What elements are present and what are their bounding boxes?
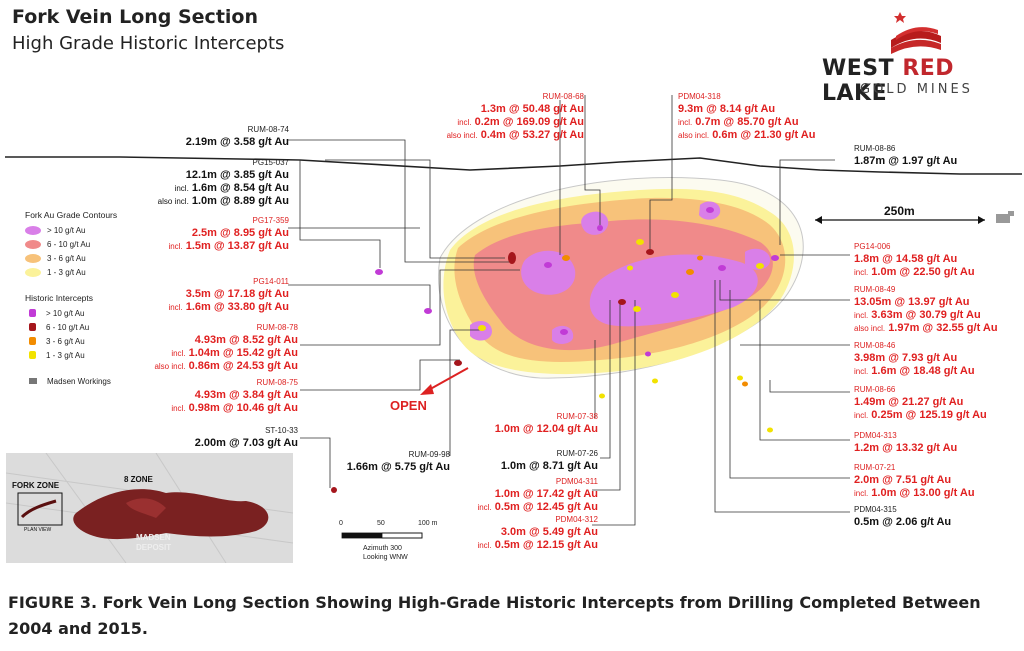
label-rum-08-75: RUM-08-75 4.93m @ 3.84 g/t Au incl. 0.98… <box>171 378 298 414</box>
inset-map-graphic <box>6 453 293 563</box>
inset-8-zone-label: 8 ZONE <box>124 475 153 484</box>
label-pdm04-318: PDM04-318 9.3m @ 8.14 g/t Au incl. 0.7m … <box>678 92 816 141</box>
intercept-label: > 10 g/t Au <box>46 308 85 318</box>
legend-intercept-row: 6 - 10 g/t Au <box>25 320 117 334</box>
inset-plan-view-label: PLAN VIEW <box>24 527 52 533</box>
inset-deposit-label: DEPOSIT <box>136 543 172 552</box>
scale-tick-50: 50 <box>377 520 385 527</box>
contour-label: 1 - 3 g/t Au <box>47 267 86 277</box>
madsen-workings-symbol <box>996 214 1010 223</box>
legend-contour-row: 3 - 6 g/t Au <box>25 251 117 265</box>
contour-gt10-f <box>552 325 574 344</box>
west-red-lake-logo-mark <box>891 12 941 54</box>
contour-label: 6 - 10 g/t Au <box>47 239 91 249</box>
label-pdm04-315: PDM04-315 0.5m @ 2.06 g/t Au <box>854 505 952 528</box>
label-rum-07-26: RUM-07-26 1.0m @ 8.71 g/t Au <box>500 449 598 472</box>
scale-bar <box>341 532 423 539</box>
legend: Fork Au Grade Contours > 10 g/t Au 6 - 10… <box>25 210 117 388</box>
legend-workings-label: Madsen Workings <box>47 376 111 386</box>
scale-tick-100: 100 m <box>418 520 438 527</box>
legend-intercept-row: > 10 g/t Au <box>25 306 117 320</box>
intercept-label: 1 - 3 g/t Au <box>46 350 85 360</box>
logo-tagline: GOLD MINES <box>860 82 973 97</box>
label-rum-08-46: RUM-08-46 3.98m @ 7.93 g/t Au incl. 1.6m… <box>854 341 975 377</box>
logo-wordmark: WEST RED LAKE <box>822 56 1024 106</box>
logo-word-west: WEST <box>822 56 895 81</box>
contour-swatch <box>25 267 41 277</box>
legend-intercepts-title: Historic Intercepts <box>25 293 94 303</box>
legend-workings: Madsen Workings <box>25 374 117 388</box>
workings-swatch <box>29 378 37 384</box>
label-rum-07-38: RUM-07-38 1.0m @ 12.04 g/t Au <box>494 412 598 435</box>
label-pdm04-312: PDM04-312 3.0m @ 5.49 g/t Au incl. 0.5m … <box>477 515 598 551</box>
logo-word-lake: LAKE <box>822 81 888 106</box>
intercept-pin-icon <box>29 351 36 359</box>
leader-lines <box>288 95 850 526</box>
inset-plan-view: FORK ZONE 8 ZONE MADSEN DEPOSIT PLAN VIE… <box>6 453 293 563</box>
inset-fork-zone-label: FORK ZONE <box>12 481 60 490</box>
contour-swatch <box>25 239 41 249</box>
legend-contour-row: > 10 g/t Au <box>25 223 117 237</box>
open-label: OPEN <box>390 398 427 413</box>
label-st-10-33: ST-10-33 2.00m @ 7.03 g/t Au <box>194 426 298 449</box>
contour-label: 3 - 6 g/t Au <box>47 253 86 263</box>
intercept-label: 6 - 10 g/t Au <box>46 322 90 332</box>
intercept-pin-icon <box>29 323 36 331</box>
surface-topography-line <box>5 156 1022 175</box>
intercept-pins <box>331 207 779 493</box>
label-pg17-359: PG17-359 2.5m @ 8.95 g/t Au incl. 1.5m @… <box>168 216 289 252</box>
legend-intercept-row: 1 - 3 g/t Au <box>25 348 117 362</box>
scale-250-label: 250m <box>884 204 915 218</box>
figure-title: Fork Vein Long Section <box>12 6 258 28</box>
logo-word-red: RED <box>902 56 955 81</box>
contour-swatch <box>25 225 41 235</box>
legend-contours-title: Fork Au Grade Contours <box>25 210 118 220</box>
label-pg15-037: PG15-037 12.1m @ 3.85 g/t Au incl. 1.6m … <box>157 158 289 207</box>
label-pdm04-313: PDM04-313 1.2m @ 13.32 g/t Au <box>854 431 958 454</box>
scale-note-azimuth: Azimuth 300 <box>363 545 402 552</box>
contour-gt10-a <box>521 250 576 295</box>
label-rum-08-78: RUM-08-78 4.93m @ 8.52 g/t Au incl. 1.04… <box>154 323 298 372</box>
label-rum-08-74: RUM-08-74 2.19m @ 3.58 g/t Au <box>185 125 289 148</box>
legend-contour-row: 1 - 3 g/t Au <box>25 265 117 279</box>
label-rum-08-68: RUM-08-68 1.3m @ 50.48 g/t Au incl. 0.2m… <box>446 92 584 141</box>
figure-subtitle: High Grade Historic Intercepts <box>12 33 285 54</box>
label-rum-09-98: RUM-09-98 1.66m @ 5.75 g/t Au <box>346 450 450 473</box>
contour-gt10-g <box>745 248 771 270</box>
contour-swatch <box>25 253 41 263</box>
open-arrowhead <box>420 384 434 395</box>
intercept-pin-icon <box>29 337 36 345</box>
intercept-label: 3 - 6 g/t Au <box>46 336 85 346</box>
intercept-pin-icon <box>29 309 36 317</box>
figure-caption: FIGURE 3. Fork Vein Long Section Showing… <box>8 593 981 638</box>
legend-contour-row: 6 - 10 g/t Au <box>25 237 117 251</box>
scale-tick-0: 0 <box>339 520 343 527</box>
label-rum-08-86: RUM-08-86 1.87m @ 1.97 g/t Au <box>854 144 958 167</box>
label-rum-08-49: RUM-08-49 13.05m @ 13.97 g/t Au incl. 3.… <box>854 285 998 334</box>
contour-label: > 10 g/t Au <box>47 225 86 235</box>
contour-gt10-b <box>589 254 758 327</box>
legend-intercept-row: 3 - 6 g/t Au <box>25 334 117 348</box>
label-pdm04-311: PDM04-311 1.0m @ 17.42 g/t Au incl. 0.5m… <box>477 477 598 513</box>
label-pg14-006: PG14-006 1.8m @ 14.58 g/t Au incl. 1.0m … <box>854 242 975 278</box>
scale-note-looking: Looking WNW <box>363 554 408 561</box>
inset-madsen-label: MADSEN <box>136 533 171 542</box>
label-pg14-011: PG14-011 3.5m @ 17.18 g/t Au incl. 1.6m … <box>168 277 289 313</box>
label-rum-07-21: RUM-07-21 2.0m @ 7.51 g/t Au incl. 1.0m … <box>854 463 975 499</box>
label-rum-08-66: RUM-08-66 1.49m @ 21.27 g/t Au incl. 0.2… <box>854 385 987 421</box>
long-section-figure: Fork Vein Long Section High Grade Histor… <box>5 6 1024 563</box>
section-drawing <box>5 95 1022 539</box>
